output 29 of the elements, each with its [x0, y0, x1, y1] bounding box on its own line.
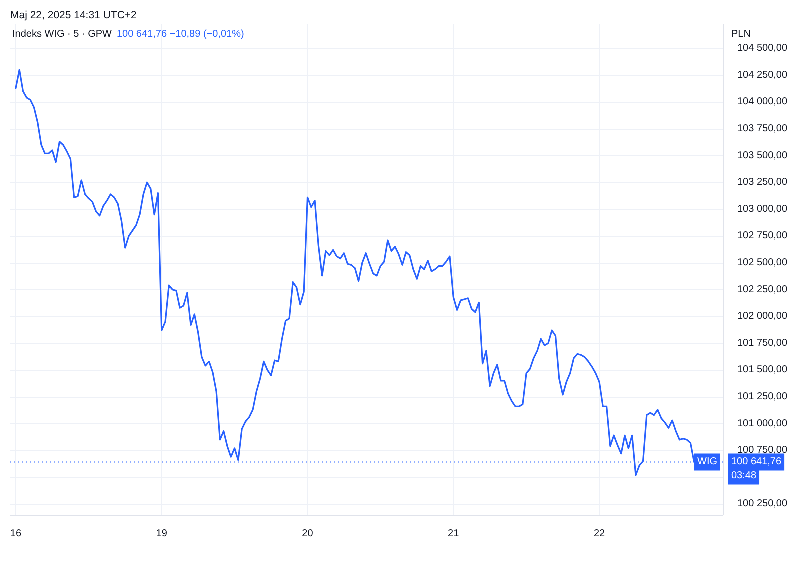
- y-tick-label: 101 250,00: [738, 392, 788, 403]
- y-tick-label: 102 500,00: [738, 258, 788, 269]
- x-tick-label: 19: [156, 528, 168, 540]
- y-tick-label: 104 000,00: [738, 96, 788, 108]
- y-tick-label: 102 000,00: [738, 311, 788, 322]
- y-tick-label: 103 000,00: [738, 204, 788, 215]
- text: 03:48: [732, 470, 757, 482]
- y-tick-label: 101 750,00: [738, 338, 788, 349]
- x-tick-label: 21: [448, 528, 460, 540]
- y-tick-label: 102 250,00: [738, 284, 788, 296]
- text: Maj 22, 2025 14:31 UTC+2: [10, 10, 138, 22]
- y-tick-label: 102 750,00: [738, 230, 788, 242]
- chart-title: Indeks WIG · 5 · GPW: [12, 29, 113, 40]
- y-tick-label: 103 250,00: [738, 177, 788, 188]
- y-tick-label: 100 750,00: [738, 445, 788, 456]
- y-axis-title: PLN: [732, 29, 751, 40]
- x-tick-label: 16: [10, 528, 22, 540]
- y-tick-label: 101 000,00: [738, 418, 788, 430]
- x-tick-label: 22: [594, 528, 606, 540]
- y-tick-label: 103 750,00: [738, 124, 788, 135]
- y-tick-label: 104 500,00: [738, 43, 788, 54]
- x-tick-label: 20: [302, 528, 314, 540]
- y-tick-label: 101 500,00: [738, 364, 788, 376]
- y-tick-label: 100 250,00: [738, 498, 788, 510]
- y-tick-label: 103 500,00: [738, 150, 788, 162]
- text: 100 641,76: [732, 456, 782, 468]
- chart-subtitle: 100 641,76 −10,89 (−0,01%): [116, 29, 244, 40]
- y-tick-label: 104 250,00: [738, 70, 788, 81]
- ref-line-label: WIG: [698, 456, 718, 468]
